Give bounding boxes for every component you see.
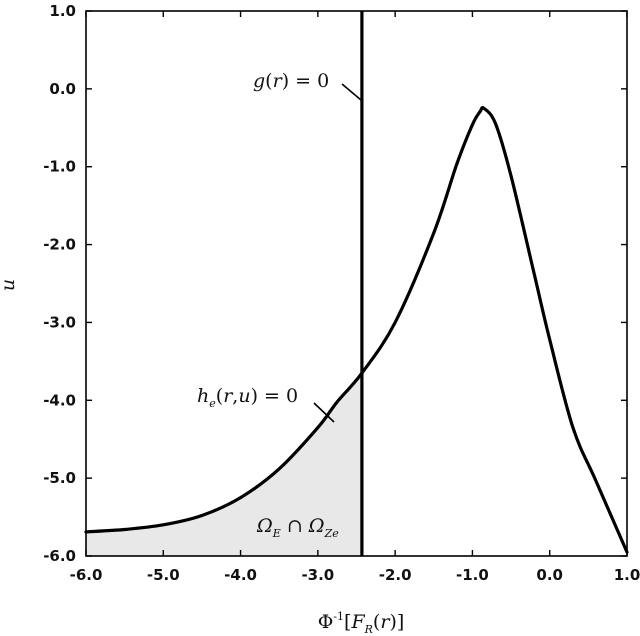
x-tick-label: -3.0 xyxy=(301,566,334,584)
ticks-layer: -6.0 -5.0 -4.0 -3.0 -2.0 -1.0 0.0 1.0 1.0 0.0 -1.0… xyxy=(43,2,640,584)
y-tick-label: -2.0 xyxy=(43,236,76,254)
region-label: ΩE ∩ ΩZe xyxy=(256,515,339,540)
x-tick-label: -2.0 xyxy=(379,566,412,584)
y-tick-label: 0.0 xyxy=(49,80,76,98)
x-tick-label: 1.0 xyxy=(614,566,640,584)
shaded-region-layer xyxy=(86,373,362,556)
y-tick-label: -4.0 xyxy=(43,391,76,409)
x-axis-label: Φ-1[FR(r)] xyxy=(318,610,405,636)
y-tick-label: -5.0 xyxy=(43,469,76,487)
x-tick-label: -1.0 xyxy=(456,566,489,584)
y-tick-label: -6.0 xyxy=(43,547,76,565)
y-tick-label: 1.0 xyxy=(49,2,76,20)
curve-h-line xyxy=(84,106,629,554)
x-tick-label: -5.0 xyxy=(147,566,180,584)
y-tick-label: -1.0 xyxy=(43,158,76,176)
annotation-g: g(r) = 0 xyxy=(253,70,329,92)
x-tick-label: -4.0 xyxy=(224,566,257,584)
y-tick-label: -3.0 xyxy=(43,313,76,331)
annotation-g-leader xyxy=(341,83,362,101)
axes-layer xyxy=(85,10,628,557)
plot-frame xyxy=(85,10,628,557)
x-tick-label: 0.0 xyxy=(536,566,563,584)
annotation-h-leader xyxy=(313,402,335,423)
annotation-h: he(r,u) = 0 xyxy=(197,385,298,410)
x-tick-label: -6.0 xyxy=(70,566,103,584)
y-axis-label: u xyxy=(0,279,19,291)
lines-layer xyxy=(84,11,629,556)
shaded-region xyxy=(86,373,362,556)
